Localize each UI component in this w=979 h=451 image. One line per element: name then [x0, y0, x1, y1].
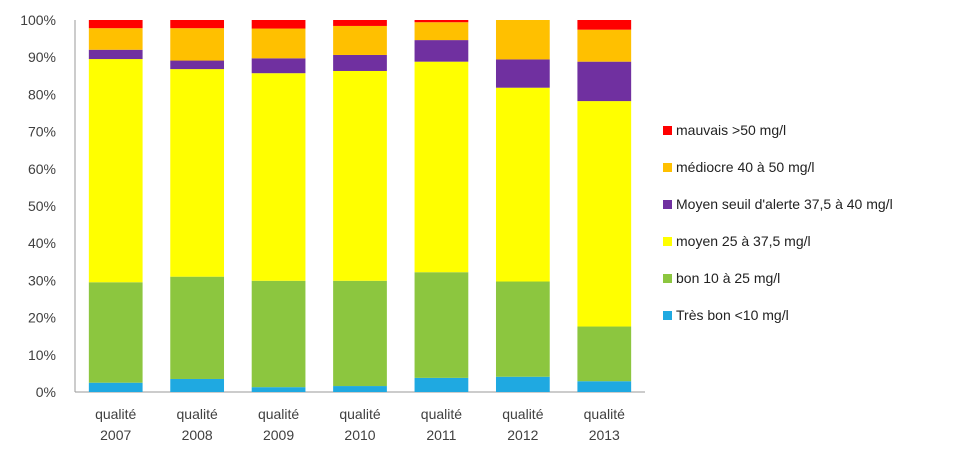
y-tick-label: 10%	[28, 347, 56, 363]
y-tick-label: 100%	[20, 12, 56, 28]
y-tick-label: 0%	[36, 384, 56, 400]
bar-segment	[251, 387, 306, 392]
y-tick-label: 80%	[28, 86, 56, 102]
bar-segment	[495, 281, 550, 377]
bar-segment	[333, 20, 387, 26]
y-tick-label: 30%	[28, 272, 56, 288]
bar-segment	[495, 87, 550, 282]
legend-label: Moyen seuil d'alerte 37,5 à 40 mg/l	[676, 196, 893, 212]
bar-segment	[495, 59, 550, 88]
bar-segment	[495, 376, 550, 392]
bar-segment	[88, 282, 143, 383]
bar-segment	[88, 382, 143, 392]
bar-segment	[495, 20, 550, 60]
bar-segment	[333, 70, 387, 281]
bar-segment	[88, 20, 143, 29]
bar-segment	[251, 73, 306, 281]
bar-segment	[251, 28, 306, 59]
bar-segment	[577, 29, 632, 62]
legend-swatch	[663, 311, 672, 320]
bar-segment	[170, 60, 225, 70]
y-tick-label: 50%	[28, 198, 56, 214]
legend-swatch	[663, 200, 672, 209]
x-tick-label: qualité 2007	[95, 406, 136, 443]
bar-segment	[333, 25, 387, 55]
x-tick-label: qualité 2008	[177, 406, 218, 443]
x-tick-label: qualité 2012	[502, 406, 543, 443]
bar-segment	[170, 276, 225, 379]
bar-segment	[577, 381, 632, 392]
x-tick-label: qualité 2010	[339, 406, 380, 443]
y-tick-label: 20%	[28, 310, 56, 326]
bar-segment	[88, 49, 143, 60]
legend-label: mauvais >50 mg/l	[676, 122, 786, 138]
bar-segment	[88, 28, 143, 50]
bar-segment	[333, 280, 387, 387]
x-tick-label: qualité 2013	[584, 406, 625, 443]
bars-layer	[88, 20, 632, 392]
y-tick-label: 60%	[28, 161, 56, 177]
legend: mauvais >50 mg/l médiocre 40 à 50 mg/l Moy…	[663, 122, 893, 323]
legend-label: Très bon <10 mg/l	[676, 307, 789, 323]
bar-segment	[251, 58, 306, 74]
bar-segment	[251, 20, 306, 29]
legend-swatch	[663, 274, 672, 283]
y-tick-label: 40%	[28, 235, 56, 251]
x-tick-label: qualité 2009	[258, 406, 299, 443]
bar-segment	[577, 101, 632, 327]
legend-swatch	[663, 126, 672, 135]
labels-layer: 0% 10% 20% 30% 40% 50% 60% 70% 80% 90% 100% qualité…	[20, 12, 625, 443]
bar-segment	[577, 326, 632, 382]
bar-segment	[414, 61, 469, 273]
legend-label: médiocre 40 à 50 mg/l	[676, 159, 815, 175]
bar-segment	[414, 22, 469, 41]
y-tick-label: 90%	[28, 49, 56, 65]
bar-segment	[170, 378, 225, 392]
bar-segment	[577, 20, 632, 30]
legend-swatch	[663, 237, 672, 246]
bar-segment	[414, 40, 469, 62]
bar-segment	[88, 59, 143, 283]
legend-swatch	[663, 163, 672, 172]
y-tick-label: 70%	[28, 124, 56, 140]
bar-segment	[170, 28, 225, 61]
bar-segment	[414, 272, 469, 378]
legend-label: moyen 25 à 37,5 mg/l	[676, 233, 811, 249]
legend-label: bon 10 à 25 mg/l	[676, 270, 780, 286]
bar-segment	[414, 20, 469, 23]
bar-segment	[333, 54, 387, 71]
bar-segment	[333, 386, 387, 392]
bar-segment	[577, 61, 632, 102]
x-tick-label: qualité 2011	[421, 406, 462, 443]
bar-segment	[170, 20, 225, 29]
bar-segment	[251, 280, 306, 388]
bar-segment	[170, 69, 225, 277]
bar-segment	[414, 377, 469, 392]
